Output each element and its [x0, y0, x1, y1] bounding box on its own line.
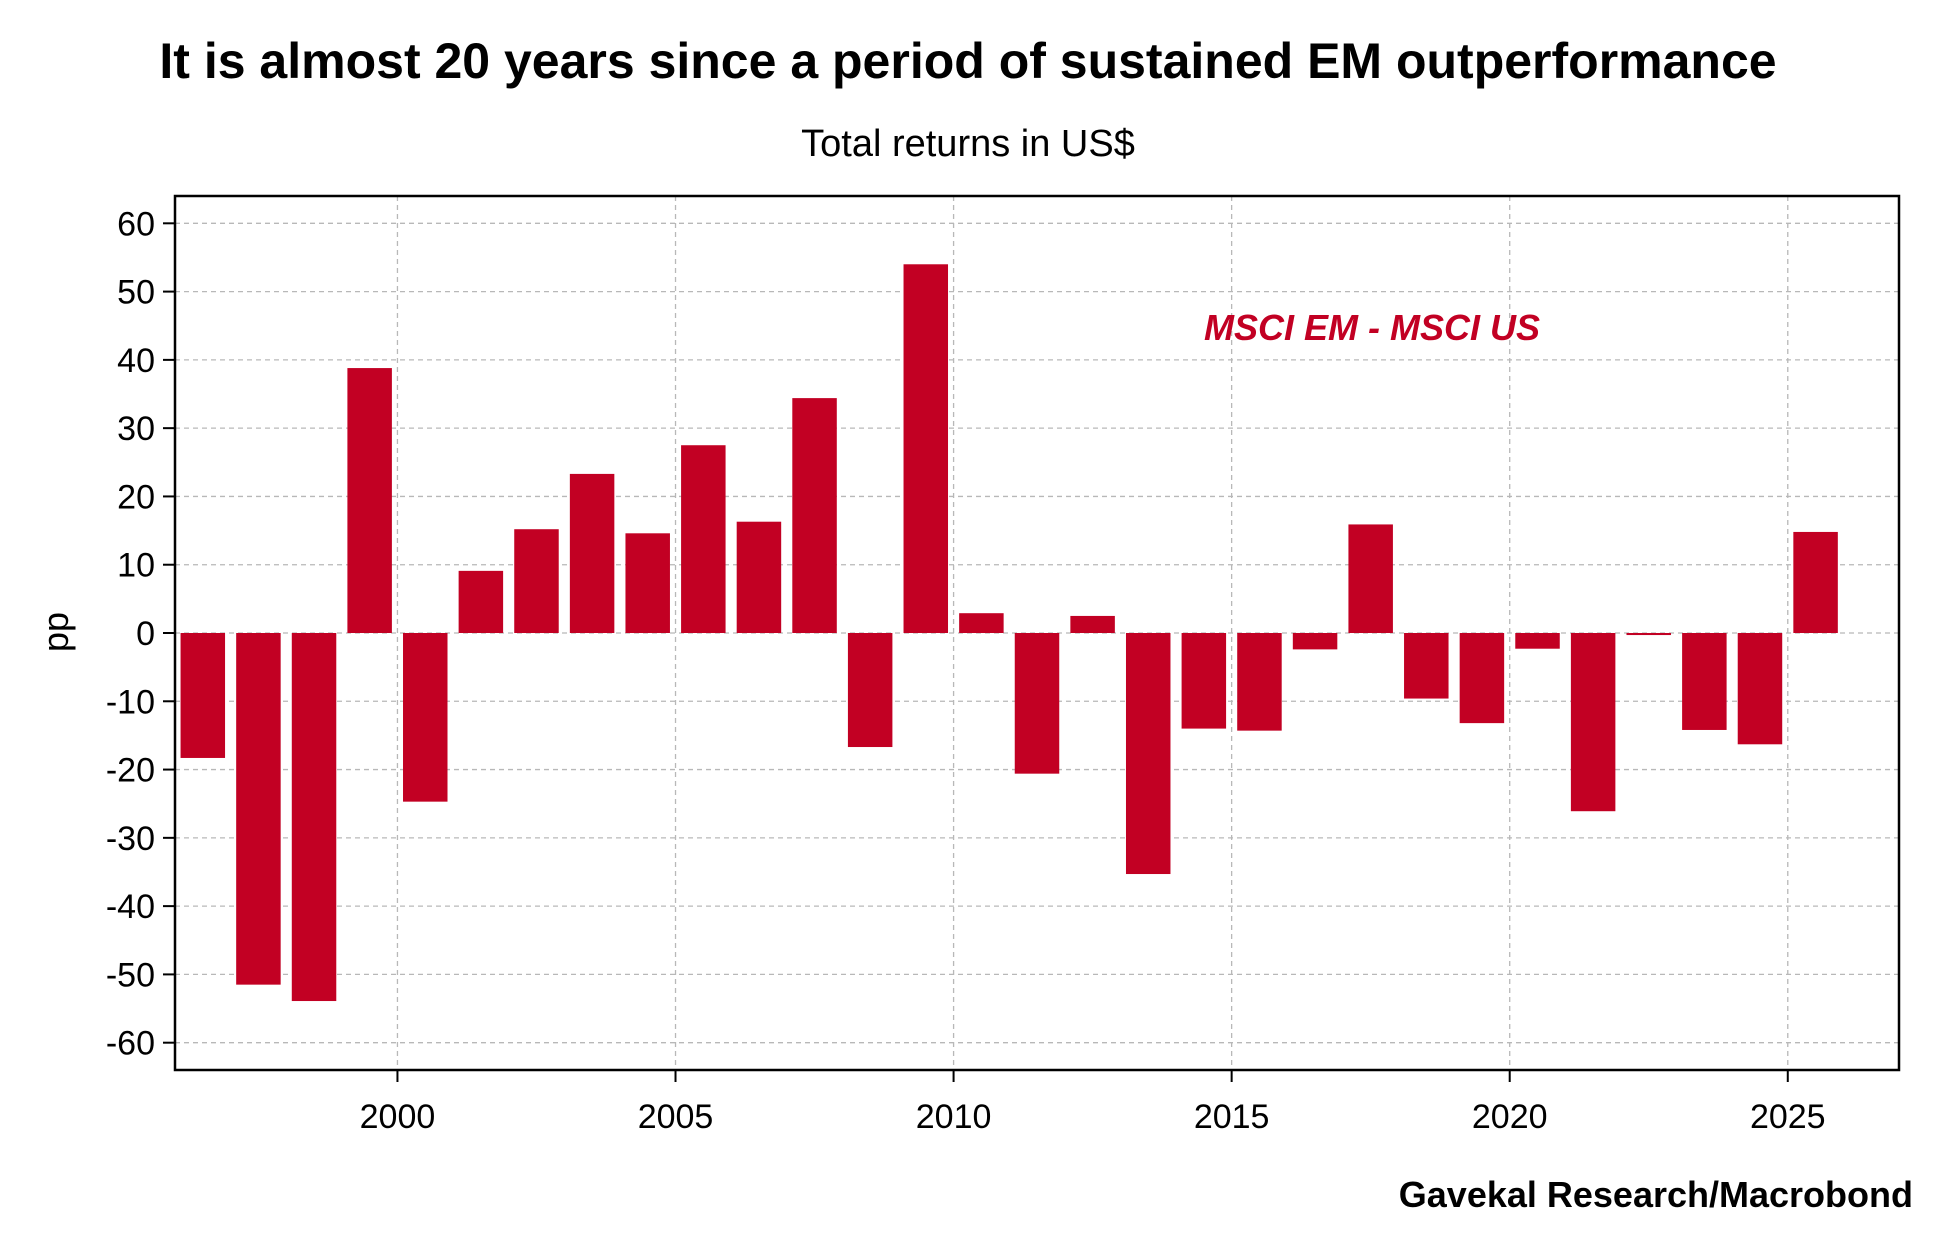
x-axis-tick-labels: 2000 2005 2010 2015 2020 2025 [360, 1098, 1826, 1136]
y-tick-label: -60 [106, 1025, 155, 1063]
bar-2014 [1181, 633, 1227, 729]
gridlines [175, 196, 1899, 1070]
y-tick-label: 30 [117, 410, 155, 448]
x-tick-label: 2010 [916, 1098, 992, 1136]
y-tick-label: 60 [117, 205, 155, 243]
x-tick-label: 2015 [1194, 1098, 1270, 1136]
bar-1998 [291, 633, 337, 1002]
bar-2000 [403, 633, 448, 802]
bar-2003 [569, 473, 615, 633]
bar-2012 [1070, 615, 1115, 633]
bar-2004 [625, 533, 670, 633]
bar-2011 [1014, 633, 1060, 774]
ticks [163, 222, 1789, 1082]
bar-2001 [458, 570, 504, 633]
bars [180, 264, 1838, 1002]
bar-2008 [847, 633, 893, 748]
chart-title: It is almost 20 years since a period of … [159, 33, 1776, 89]
x-tick-label: 2005 [638, 1098, 714, 1136]
x-tick-label: 2020 [1472, 1098, 1548, 1136]
bar-2013 [1125, 633, 1171, 875]
y-tick-label: 50 [117, 274, 155, 312]
bar-2020 [1515, 633, 1560, 649]
y-axis-tick-labels: -60 -50 -40 -30 -20 -10 0 10 20 30 40 50 60 [106, 205, 155, 1062]
y-tick-label: -50 [106, 956, 155, 994]
bar-2025 [1793, 531, 1838, 633]
bar-2007 [792, 398, 837, 633]
bar-2016 [1292, 633, 1338, 650]
x-tick-label: 2000 [360, 1098, 436, 1136]
y-tick-label: 0 [136, 615, 155, 653]
bar-2010 [959, 613, 1004, 633]
bar-2002 [514, 529, 559, 633]
y-axis-label: pp [35, 612, 76, 652]
bar-2005 [681, 445, 726, 633]
y-tick-label: -40 [106, 888, 155, 926]
bar-2021 [1570, 633, 1616, 812]
x-tick-label: 2025 [1750, 1098, 1826, 1136]
y-tick-label: -30 [106, 820, 155, 858]
bar-2022 [1626, 633, 1671, 636]
chart-subtitle: Total returns in US$ [801, 123, 1135, 165]
bar-1999 [347, 368, 392, 633]
y-tick-label: 20 [117, 478, 155, 516]
bar-2018 [1404, 633, 1449, 699]
bar-2019 [1459, 633, 1505, 724]
bar-2023 [1682, 633, 1727, 730]
bar-2009 [903, 264, 949, 633]
y-tick-label: 10 [117, 547, 155, 585]
y-tick-label: 40 [117, 342, 155, 380]
legend-series-label: MSCI EM - MSCI US [1204, 307, 1540, 348]
y-tick-label: -20 [106, 752, 155, 790]
bar-2024 [1737, 633, 1783, 745]
bar-1996 [180, 633, 226, 758]
source-credit: Gavekal Research/Macrobond [1399, 1174, 1913, 1215]
bar-2006 [736, 521, 782, 633]
bar-1997 [236, 633, 281, 985]
bar-2017 [1348, 524, 1393, 633]
y-tick-label: -10 [106, 683, 155, 721]
bar-2015 [1237, 633, 1282, 731]
